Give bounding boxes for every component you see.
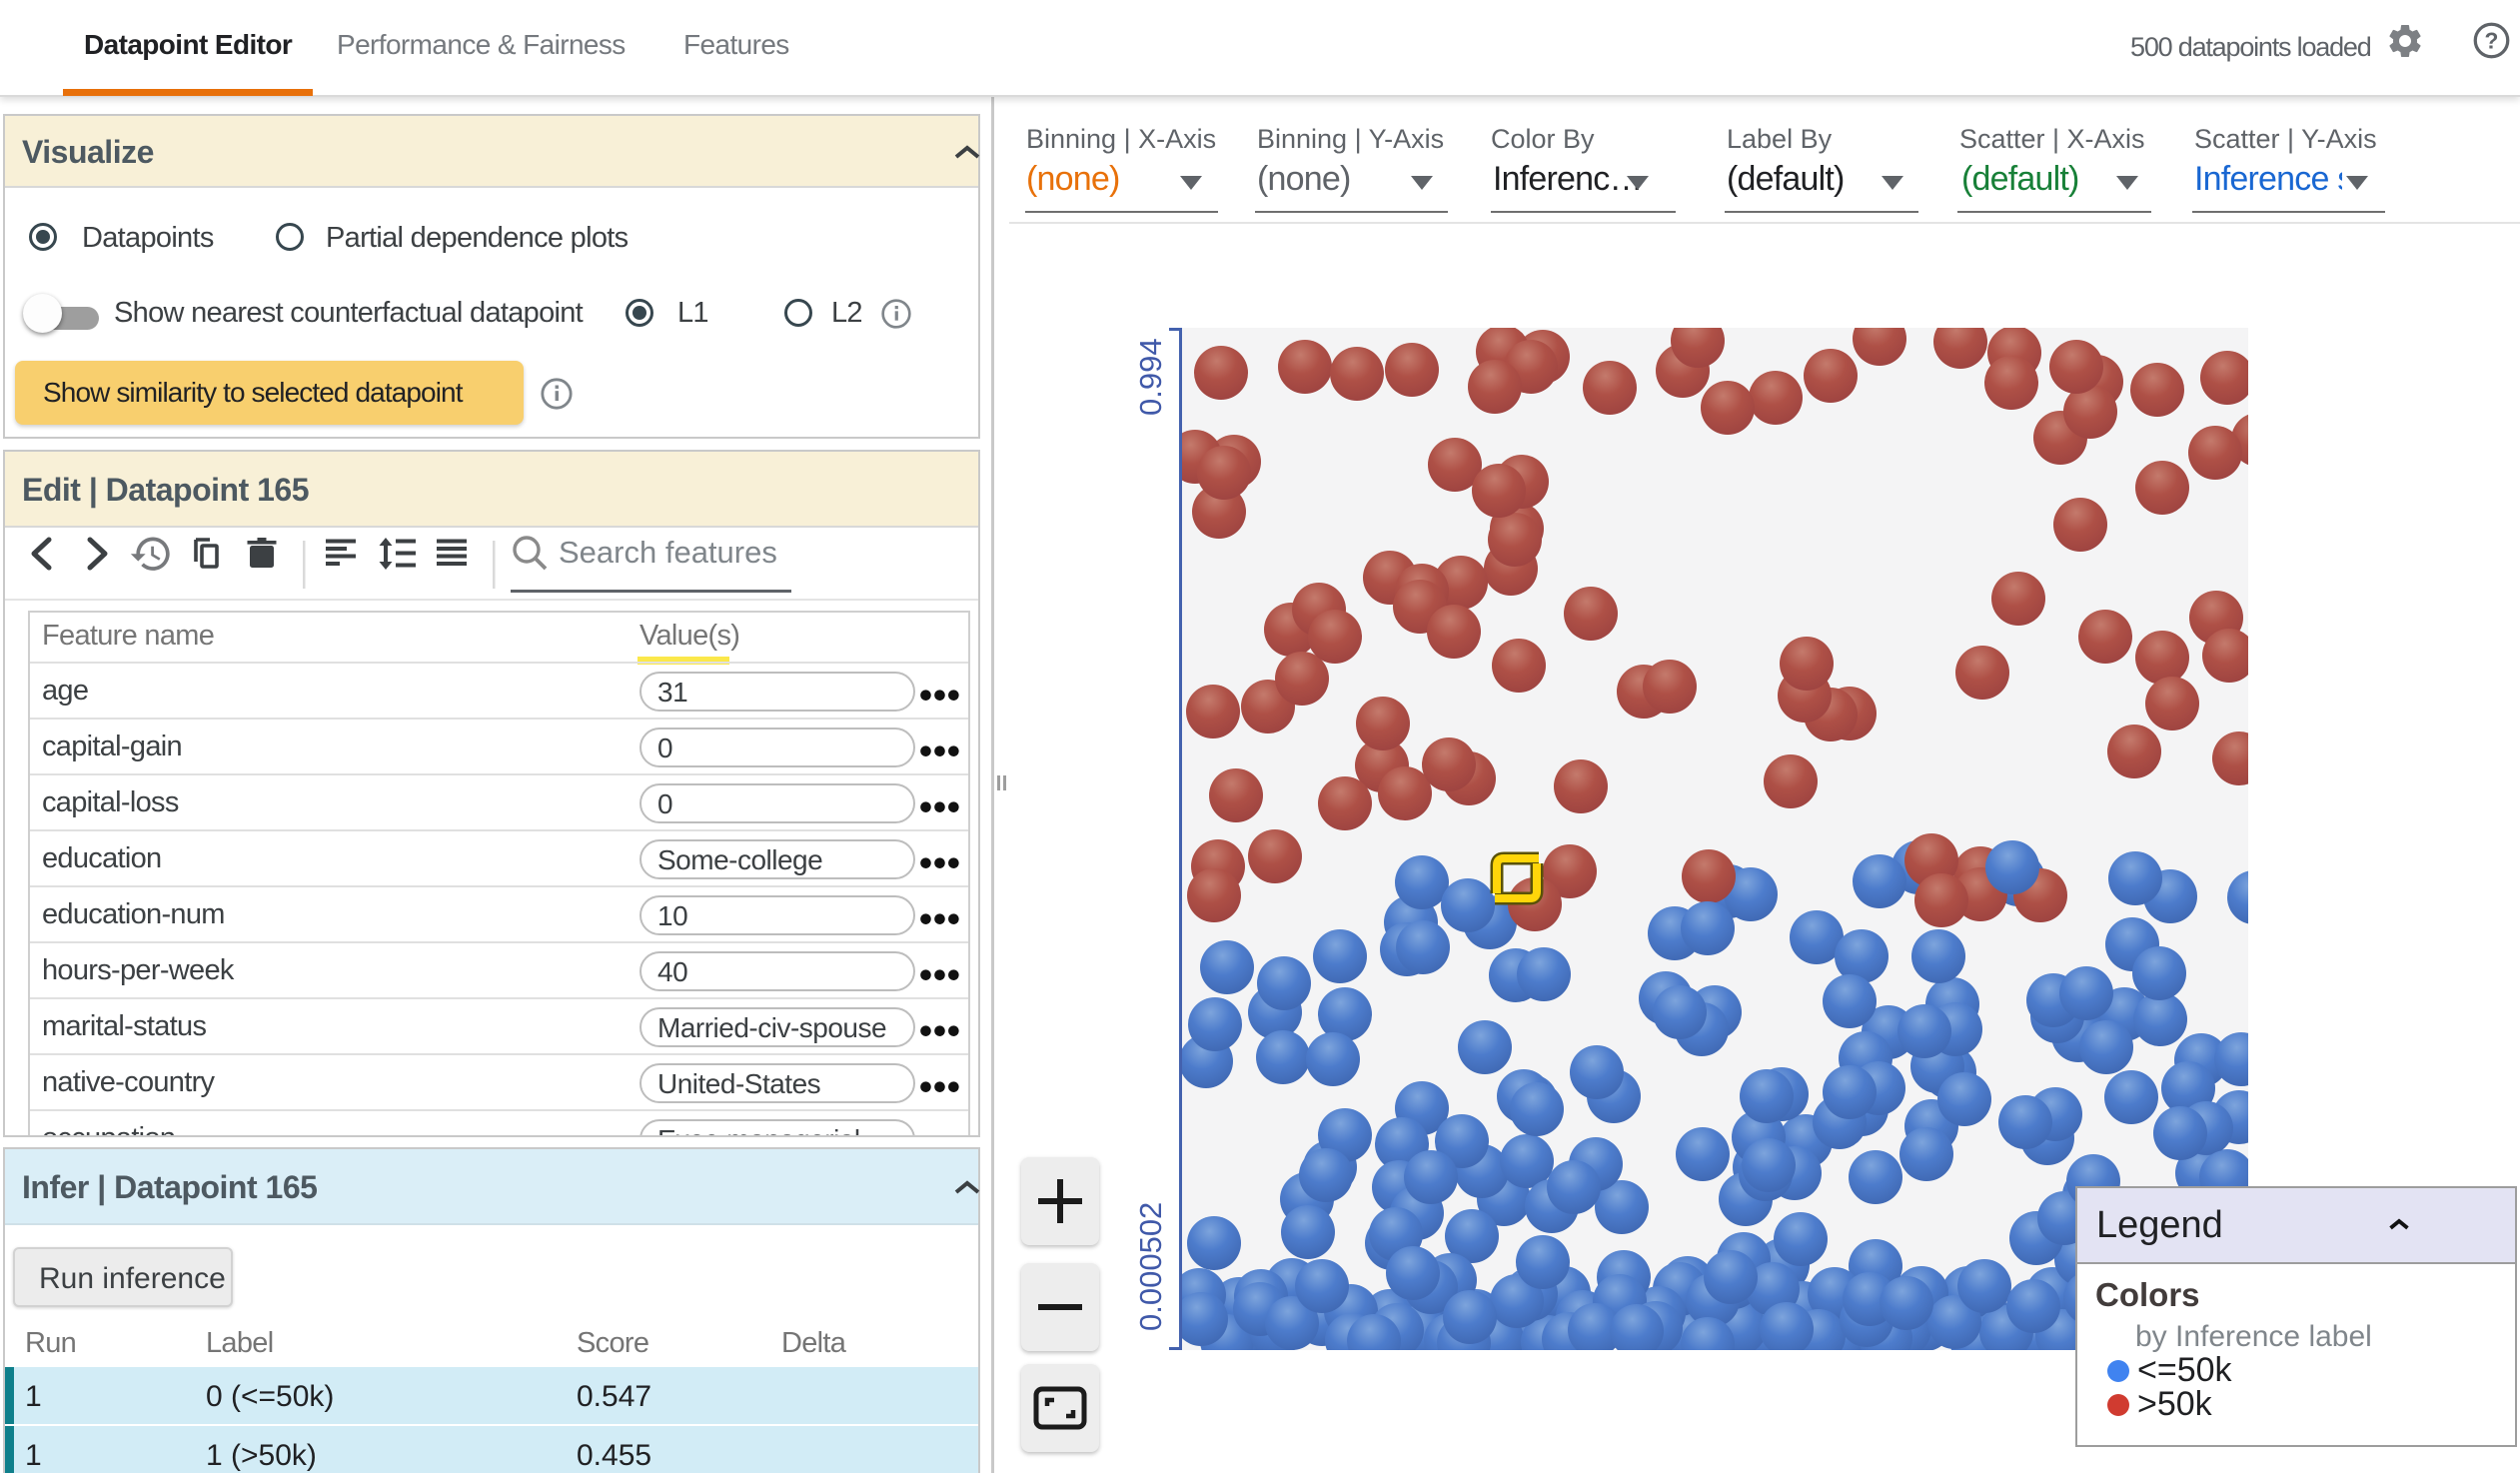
svg-text:Search features: Search features (559, 535, 777, 570)
svg-text:0.000502: 0.000502 (1133, 1202, 1168, 1331)
svg-text:0.994: 0.994 (1133, 338, 1168, 416)
svg-text:?: ? (2485, 28, 2499, 54)
